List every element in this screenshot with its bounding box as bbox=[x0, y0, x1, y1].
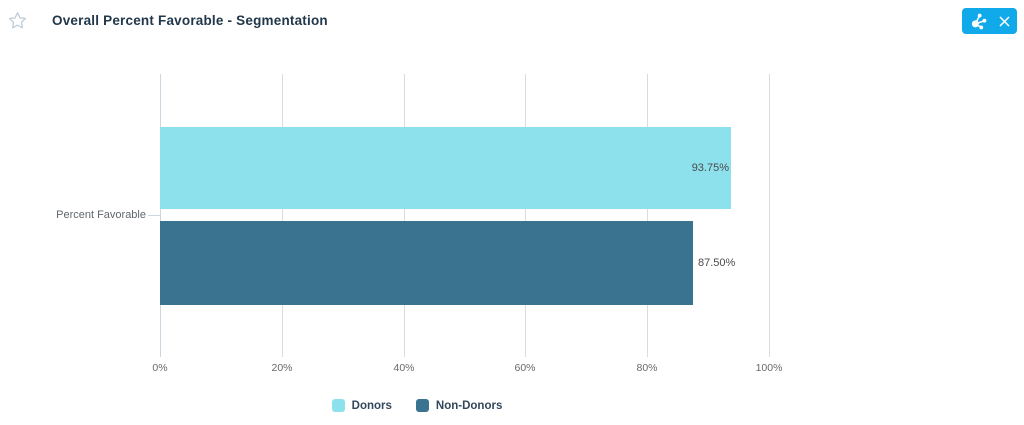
x-tick-label-0: 0% bbox=[152, 362, 168, 374]
page-title: Overall Percent Favorable - Segmentation bbox=[52, 13, 328, 28]
favorite-star-button[interactable] bbox=[7, 10, 28, 31]
bar-donors[interactable] bbox=[160, 127, 731, 209]
close-x-icon bbox=[999, 16, 1010, 26]
legend-swatch-non-donors bbox=[415, 399, 429, 412]
chart-legend: Donors Non-Donors bbox=[0, 399, 834, 412]
gridline-80pct bbox=[647, 74, 648, 357]
bar-non-donors[interactable] bbox=[160, 221, 693, 305]
x-tick-label-80: 80% bbox=[636, 362, 658, 374]
gridline-60pct bbox=[525, 74, 526, 357]
x-tick-label-40: 40% bbox=[393, 362, 415, 374]
star-outline-icon bbox=[8, 12, 27, 29]
value-label-donors: 93.75% bbox=[691, 162, 729, 174]
segmentation-close-button[interactable] bbox=[962, 8, 1017, 34]
category-tick-mark bbox=[148, 215, 160, 216]
segmentation-network-icon bbox=[971, 13, 987, 29]
legend-item-donors[interactable]: Donors bbox=[331, 399, 392, 412]
legend-item-non-donors[interactable]: Non-Donors bbox=[415, 399, 503, 412]
x-tick-label-20: 20% bbox=[271, 362, 293, 374]
value-label-non-donors: 87.50% bbox=[698, 257, 736, 269]
gridline-0pct bbox=[160, 74, 161, 357]
legend-label-donors: Donors bbox=[351, 399, 392, 412]
legend-label-non-donors: Non-Donors bbox=[435, 399, 503, 412]
legend-swatch-donors bbox=[331, 399, 345, 412]
gridline-40pct bbox=[404, 74, 405, 357]
gridline-20pct bbox=[282, 74, 283, 357]
x-tick-label-60: 60% bbox=[514, 362, 536, 374]
gridline-100pct bbox=[769, 74, 770, 357]
x-tick-label-100: 100% bbox=[755, 362, 783, 374]
category-axis-label: Percent Favorable bbox=[56, 209, 146, 221]
